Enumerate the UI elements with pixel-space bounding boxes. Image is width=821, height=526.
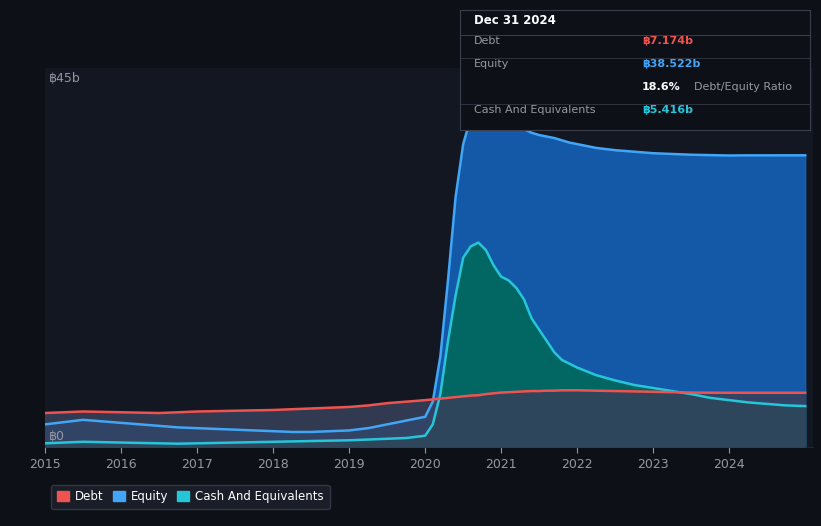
Text: ฿38.522b: ฿38.522b — [642, 59, 700, 69]
Text: ฿7.174b: ฿7.174b — [642, 36, 693, 46]
Text: ฿0: ฿0 — [49, 430, 65, 443]
Text: Equity: Equity — [474, 59, 509, 69]
Text: ฿5.416b: ฿5.416b — [642, 105, 693, 115]
Text: 18.6%: 18.6% — [642, 82, 681, 92]
Text: Debt: Debt — [474, 36, 501, 46]
Text: ฿45b: ฿45b — [49, 72, 80, 85]
Text: Cash And Equivalents: Cash And Equivalents — [474, 105, 595, 115]
Text: Dec 31 2024: Dec 31 2024 — [474, 14, 556, 27]
Text: Debt/Equity Ratio: Debt/Equity Ratio — [695, 82, 792, 92]
Legend: Debt, Equity, Cash And Equivalents: Debt, Equity, Cash And Equivalents — [51, 484, 329, 509]
